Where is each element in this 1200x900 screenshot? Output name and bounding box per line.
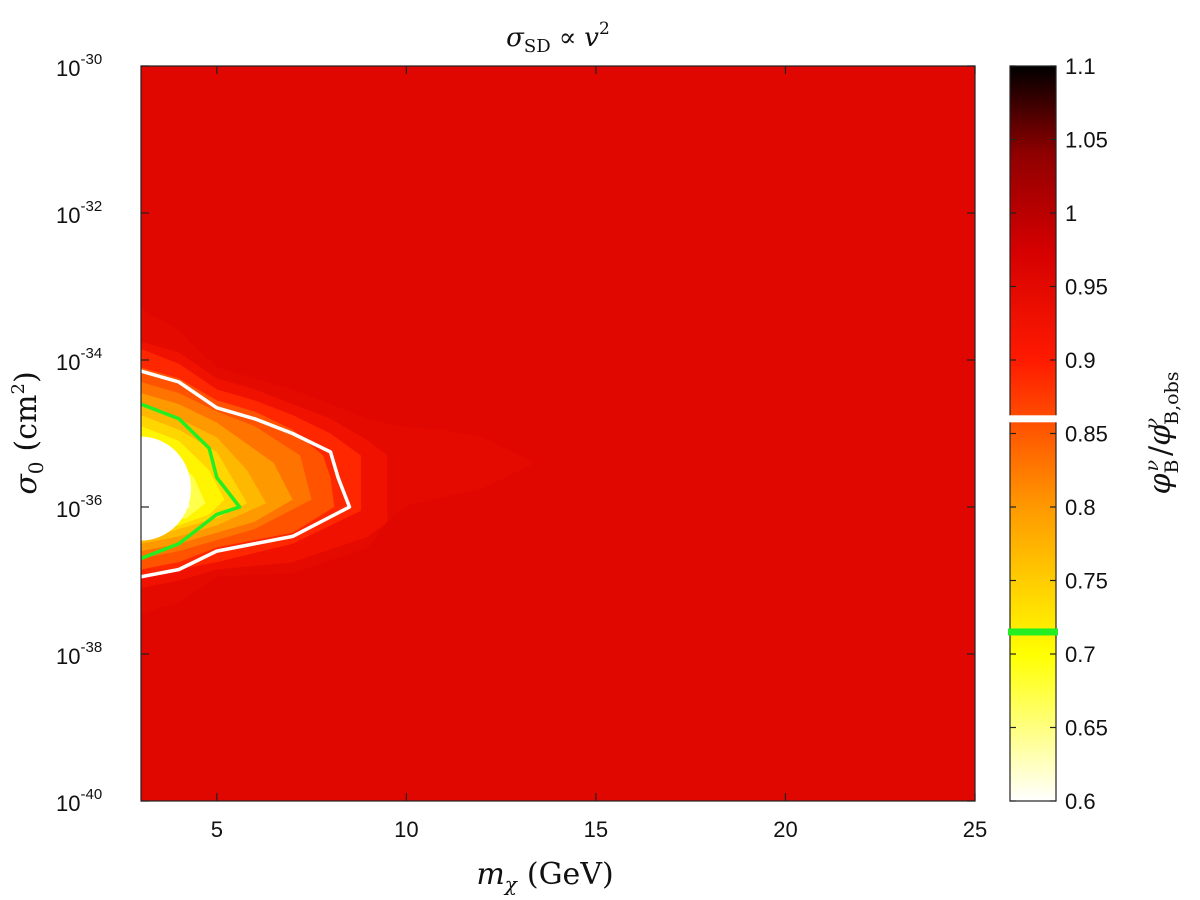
contour-lines [141, 369, 352, 579]
x-label-unit: (GeV) [527, 857, 614, 892]
colorbar-tick-label: 0.7 [1065, 642, 1096, 667]
cb-label-slash: / [1143, 445, 1178, 456]
y-label-unit-close: ) [9, 371, 44, 383]
cb-label-sub: B [1161, 460, 1183, 474]
colorbar-tick-label: 0.9 [1065, 348, 1096, 373]
colorbar-tick-label: 0.8 [1065, 495, 1096, 520]
y-ticks: 10-30 10-32 10-34 10-36 10-38 10-40 [56, 51, 975, 816]
colorbar-tick-label: 1.05 [1065, 128, 1108, 153]
plot-frame [140, 65, 976, 802]
cb-label-nu: ν [1141, 460, 1163, 472]
colorbar-label: φBν/φB,obsν [1141, 371, 1183, 494]
y-label-unit-open: (cm [9, 395, 44, 452]
y-tick-label: 10-40 [56, 786, 102, 816]
x-tick-label: 5 [211, 817, 223, 842]
white-contour [141, 369, 352, 579]
x-label-m: m [476, 857, 504, 892]
y-axis-label: σ0 (cm2) [8, 371, 48, 494]
x-ticks: 5 10 15 20 25 [211, 66, 987, 842]
colorbar: 0.6 0.65 0.7 0.75 0.8 0.85 0.9 0.95 1 1.05 1.1 [1008, 54, 1108, 814]
y-label-subscript: 0 [24, 461, 48, 474]
y-label-sigma: σ [9, 473, 44, 495]
colorbar-tick-label: 1 [1065, 201, 1077, 226]
y-tick-label: 10-30 [56, 51, 102, 81]
x-tick-label: 25 [963, 817, 987, 842]
colorbar-ticks: 0.6 0.65 0.7 0.75 0.8 0.85 0.9 0.95 1 1.05 1.1 [1010, 54, 1108, 814]
y-tick-label: 10-34 [56, 345, 102, 375]
contour-core [141, 436, 191, 541]
colorbar-tick-label: 0.75 [1065, 569, 1108, 594]
title-subscript: SD [524, 36, 551, 57]
colorbar-gradient [1009, 65, 1057, 802]
colorbar-tick-label: 1.1 [1065, 54, 1096, 79]
title-exponent: 2 [599, 19, 610, 39]
green-contour [141, 402, 242, 561]
y-label-unit-exp: 2 [8, 383, 29, 394]
title-sigma: σ [506, 23, 525, 53]
cb-label-nu2: ν [1141, 417, 1163, 429]
y-tick-label: 10-38 [56, 639, 102, 669]
cb-label-phi2: φ [1143, 425, 1178, 446]
cb-label-sub2: B,obs [1161, 371, 1183, 424]
x-label-subscript: χ [503, 872, 519, 896]
title-proportional: ∝ [559, 23, 577, 53]
x-tick-label: 20 [773, 817, 797, 842]
contour-fills [141, 308, 536, 614]
x-axis-label: mχ (GeV) [476, 857, 613, 896]
colorbar-tick-label: 0.85 [1065, 422, 1108, 447]
chart-title: σSD ∝ v2 [506, 19, 610, 57]
colorbar-tick-label: 0.6 [1065, 789, 1096, 814]
colorbar-marker-white-line [1008, 415, 1058, 423]
y-tick-label: 10-36 [56, 492, 102, 522]
x-tick-label: 15 [584, 817, 608, 842]
title-v: v [584, 23, 599, 53]
y-tick-label: 10-32 [56, 198, 102, 228]
x-tick-label: 10 [394, 817, 418, 842]
colorbar-tick-label: 0.65 [1065, 716, 1108, 741]
colorbar-marker-green-line [1008, 628, 1058, 636]
cb-label-phi: φ [1143, 474, 1178, 495]
colorbar-tick-label: 0.95 [1065, 275, 1108, 300]
colorbar-markers [1008, 415, 1058, 636]
plot-area: 5 10 15 20 25 10-30 10-32 10-34 10-36 10-38 10-40 [56, 51, 987, 842]
